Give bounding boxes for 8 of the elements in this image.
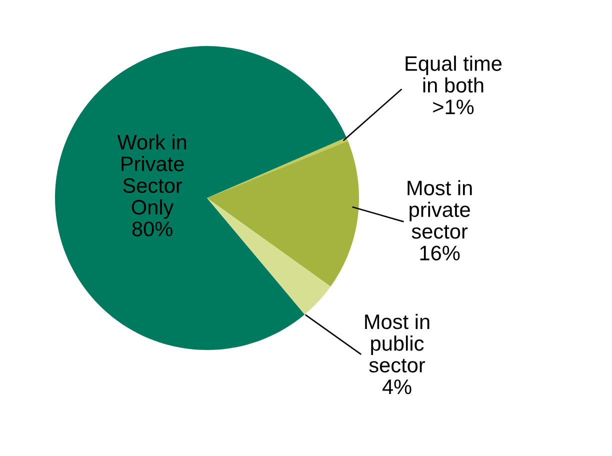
slice-label: Most in public sector xyxy=(365,314,430,373)
data-label: 80% xyxy=(132,222,172,236)
slice-label: Equal time in both xyxy=(406,56,502,93)
data-label: 16% xyxy=(420,246,460,260)
slice-label: Work in Private Sector Only xyxy=(117,134,186,219)
data-label: >1% xyxy=(433,100,474,114)
slice-label: Most in private sector xyxy=(408,180,472,239)
data-label: 4% xyxy=(382,380,412,394)
